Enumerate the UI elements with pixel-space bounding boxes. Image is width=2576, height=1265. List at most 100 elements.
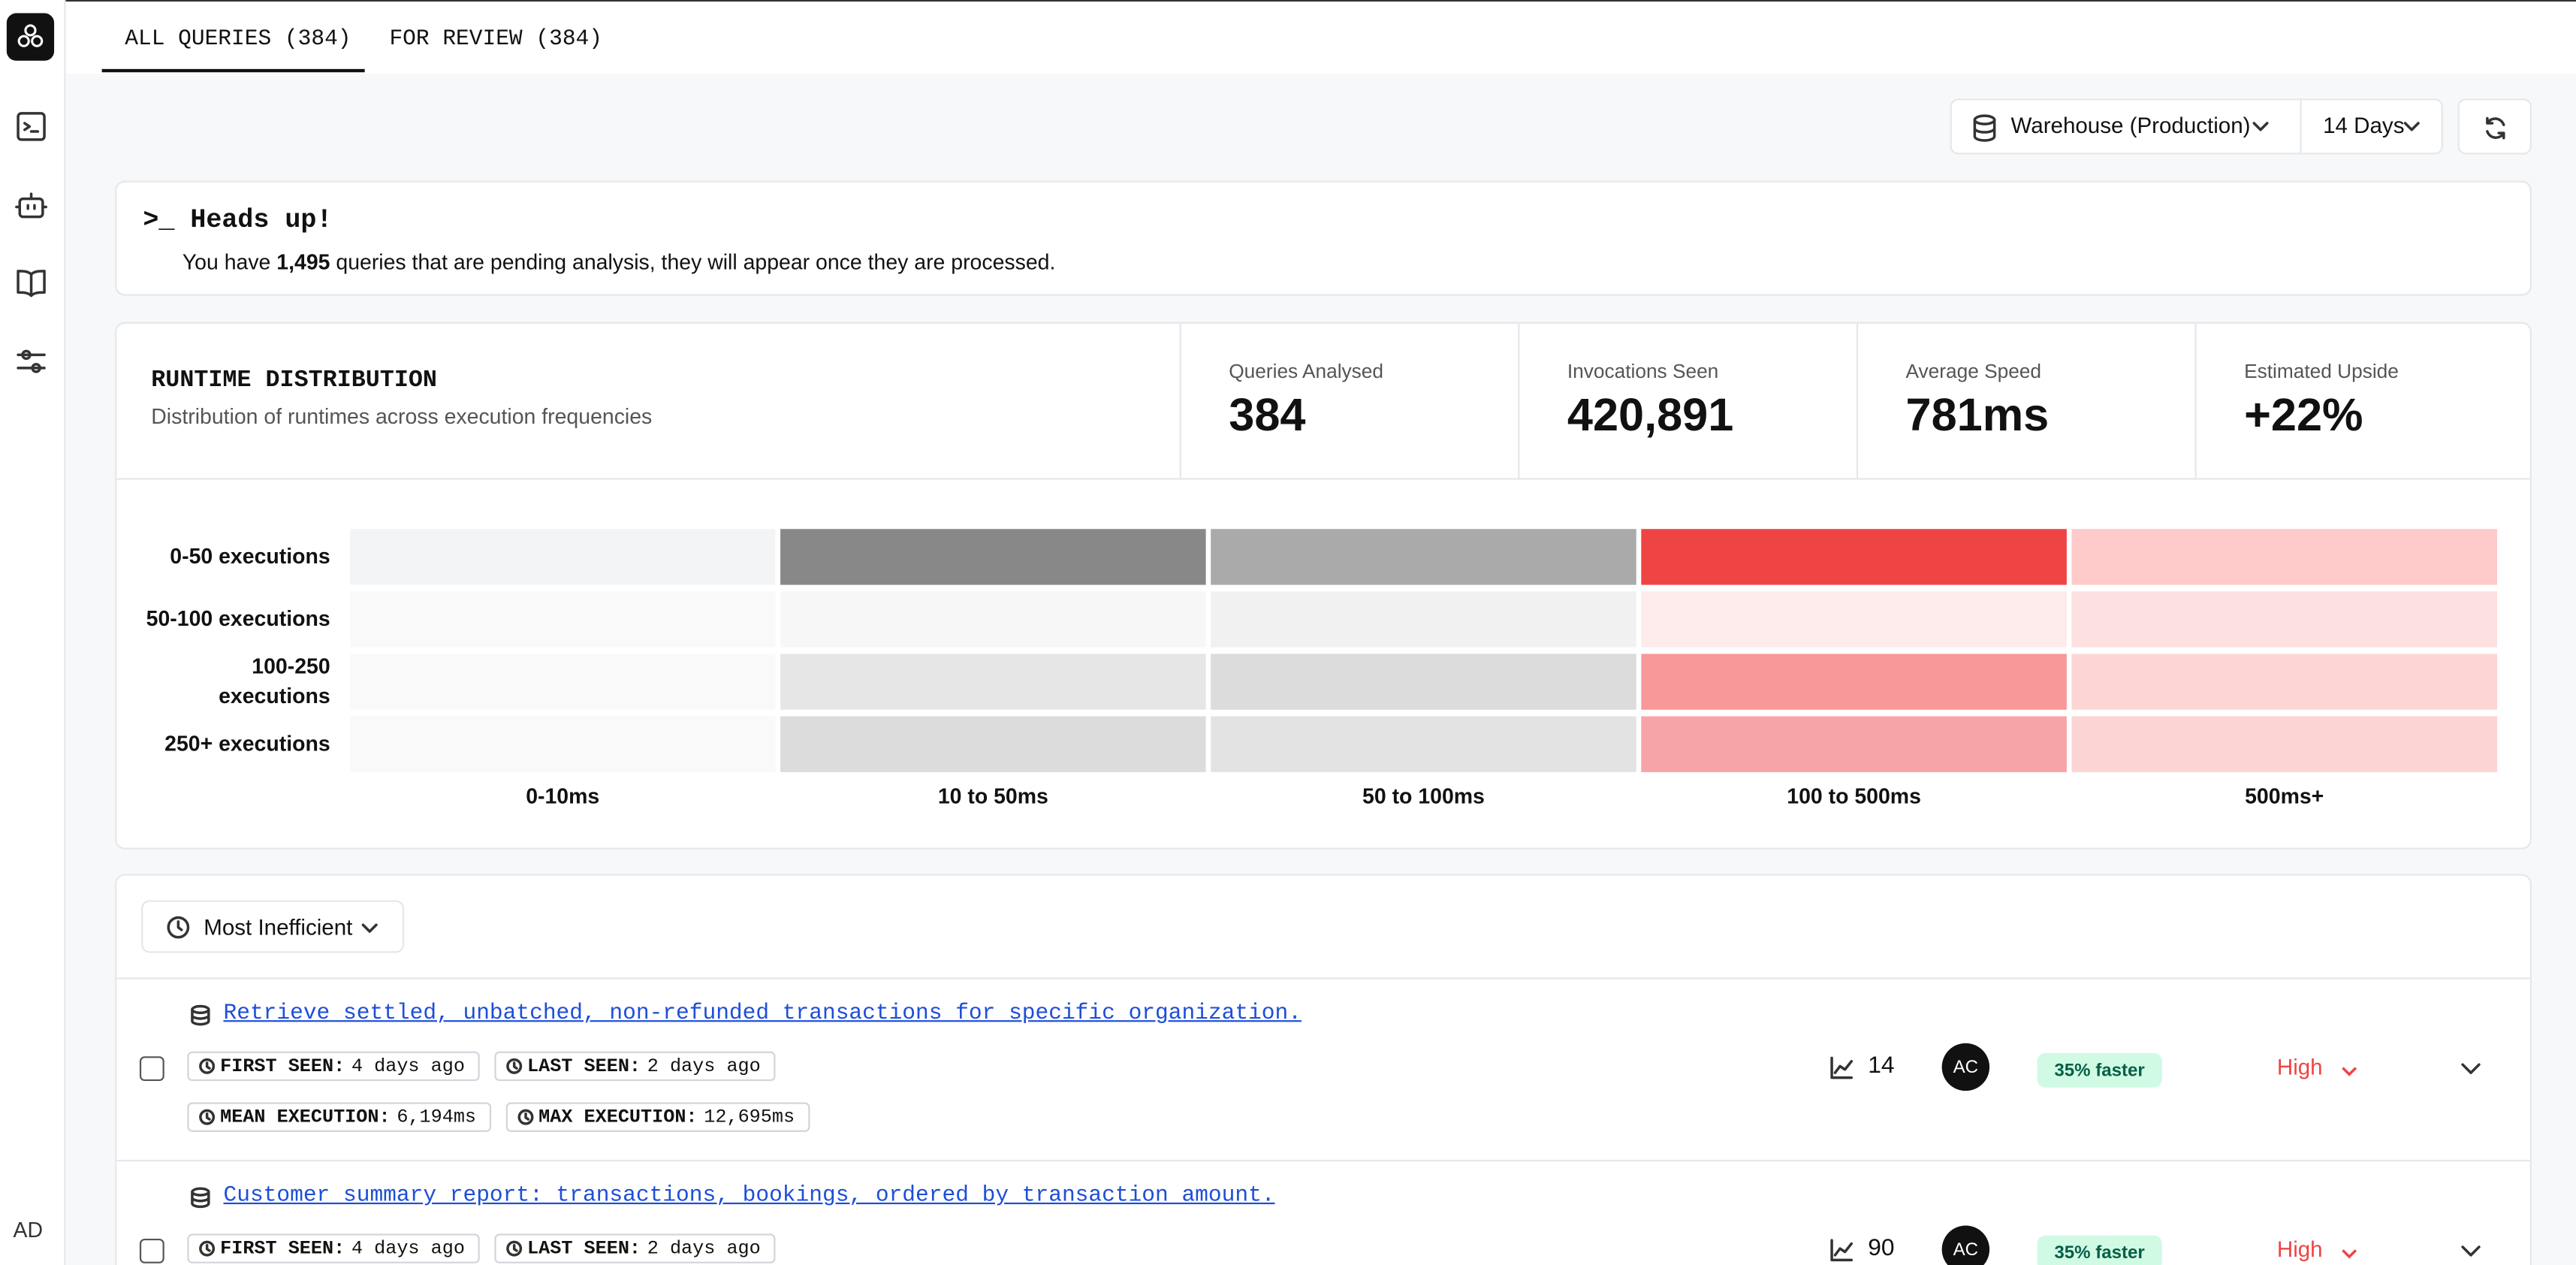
heatmap-cell <box>780 716 1206 772</box>
user-initials[interactable]: AD <box>13 1217 44 1242</box>
tab[interactable]: ALL QUERIES (384) <box>125 28 351 53</box>
tag-icon <box>506 1240 523 1257</box>
refresh-button[interactable] <box>2457 98 2532 155</box>
sidebar: AD <box>0 0 66 1265</box>
sort-select[interactable]: Most Inefficient <box>141 900 405 953</box>
tab-underline <box>101 68 365 73</box>
tag-icon <box>199 1058 216 1074</box>
nav-docs[interactable] <box>15 266 48 299</box>
tag-icon <box>199 1240 216 1257</box>
row-label: 0-50 executions <box>170 543 330 569</box>
runtime-subtitle: Distribution of runtimes across executio… <box>151 404 653 429</box>
nav-console[interactable] <box>15 110 48 143</box>
heatmap-cell <box>780 591 1206 648</box>
stat-value: 781ms <box>1905 389 2050 441</box>
tag-label: FIRST SEEN: <box>220 1237 345 1260</box>
tag: FIRST SEEN: 4 days ago <box>187 1051 480 1082</box>
stat-value: 420,891 <box>1567 389 1734 441</box>
tag: MEAN EXECUTION: 6,194ms <box>187 1102 491 1132</box>
column-label: 500ms+ <box>2245 783 2324 809</box>
tag-value: 2 days ago <box>647 1055 761 1077</box>
column-label: 100 to 500ms <box>1787 783 1921 809</box>
trend-icon <box>1830 1239 1854 1262</box>
tag-row: MEAN EXECUTION: 6,194ms MAX EXECUTION: 12,6… <box>187 1102 810 1132</box>
runtime-card: RUNTIME DISTRIBUTION Distribution of run… <box>115 322 2532 850</box>
notice-card: >_ Heads up! You have 1,495 queries that… <box>115 180 2532 296</box>
tag-row: FIRST SEEN: 4 days ago LAST SEEN: 2 days ag… <box>187 1233 776 1263</box>
clock-icon <box>167 916 190 939</box>
top-border <box>0 0 2576 2</box>
stat: Queries Analysed 384 <box>1179 323 1519 480</box>
priority[interactable]: High <box>2276 1055 2323 1079</box>
logo[interactable] <box>6 13 55 61</box>
heatmap-cell <box>780 529 1206 585</box>
period-select[interactable]: 14 Days <box>2323 113 2405 138</box>
heatmap-cell <box>1211 654 1636 710</box>
tab-bar <box>65 2 2576 74</box>
stat: Average Speed 781ms <box>1856 323 2195 480</box>
tag-label: LAST SEEN: <box>527 1237 641 1260</box>
tab[interactable]: FOR REVIEW (384) <box>389 28 602 53</box>
tag-value: 4 days ago <box>351 1237 465 1260</box>
tag-value: 4 days ago <box>351 1055 465 1077</box>
chevron <box>2403 122 2420 131</box>
divider <box>2300 100 2302 153</box>
stat-label: Average Speed <box>1905 359 2042 383</box>
heatmap-cell <box>2071 529 2497 585</box>
owner-avatar: AC <box>1941 1225 1990 1265</box>
tag-value: 12,695ms <box>704 1106 795 1128</box>
query-title[interactable]: Customer summary report: transactions, b… <box>223 1184 1275 1209</box>
runtime-title: RUNTIME DISTRIBUTION <box>151 367 437 394</box>
nav-bot[interactable] <box>15 189 48 222</box>
column-label: 0-10ms <box>526 783 600 809</box>
stat: Estimated Upside +22% <box>2194 323 2534 480</box>
sort-label: Most Inefficient <box>204 915 353 940</box>
expand-chevron[interactable] <box>2460 1240 2483 1263</box>
heatmap-cell <box>2071 654 2497 710</box>
row-label: 50-100 executions <box>146 606 330 631</box>
heatmap-cell <box>349 529 776 585</box>
nav-settings[interactable] <box>15 345 48 378</box>
priority-chevron <box>2342 1067 2357 1076</box>
tag: MAX EXECUTION: 12,695ms <box>505 1102 810 1132</box>
tag-label: LAST SEEN: <box>527 1055 641 1077</box>
row-label: 250+ executions <box>164 731 330 756</box>
stat-label: Invocations Seen <box>1567 359 1719 383</box>
query-title[interactable]: Retrieve settled, unbatched, non-refunde… <box>223 1002 1302 1027</box>
stat-value: 384 <box>1229 389 1306 441</box>
stat-value: +22% <box>2244 389 2363 441</box>
priority[interactable]: High <box>2276 1236 2323 1262</box>
notice-title-text: Heads up! <box>190 205 333 235</box>
trend-icon <box>1830 1056 1854 1079</box>
warehouse-select[interactable]: Warehouse (Production) <box>2010 113 2251 138</box>
db-icon <box>1973 114 1996 142</box>
notice-title: >_ Heads up! <box>143 205 333 235</box>
text: You have <box>182 249 277 275</box>
tag-label: MEAN EXECUTION: <box>220 1106 391 1128</box>
tag-icon <box>506 1058 523 1074</box>
refresh-icon <box>2486 116 2505 140</box>
stat: Invocations Seen 420,891 <box>1518 323 1857 480</box>
tag-value: 2 days ago <box>647 1237 761 1260</box>
checkbox[interactable] <box>139 1056 164 1082</box>
chevron <box>2252 122 2269 131</box>
tag-icon <box>199 1109 216 1125</box>
stat-label: Estimated Upside <box>2244 359 2399 383</box>
tag-icon <box>517 1109 534 1125</box>
column-label: 50 to 100ms <box>1362 783 1485 809</box>
heatmap-cell <box>2071 591 2497 648</box>
chevron <box>361 923 378 933</box>
speedup-badge: 35% faster <box>2037 1052 2162 1088</box>
pending-count: 1,495 <box>276 249 330 275</box>
heatmap-cell <box>349 716 776 772</box>
expand-chevron[interactable] <box>2460 1058 2483 1081</box>
checkbox[interactable] <box>139 1238 164 1263</box>
tag: FIRST SEEN: 4 days ago <box>187 1233 480 1263</box>
heatmap-cell <box>1641 716 2067 772</box>
tag-row: FIRST SEEN: 4 days ago LAST SEEN: 2 days ag… <box>187 1051 776 1082</box>
heatmap-cell <box>1641 591 2067 648</box>
tag: LAST SEEN: 2 days ago <box>494 1051 776 1082</box>
heatmap-cell <box>349 591 776 648</box>
